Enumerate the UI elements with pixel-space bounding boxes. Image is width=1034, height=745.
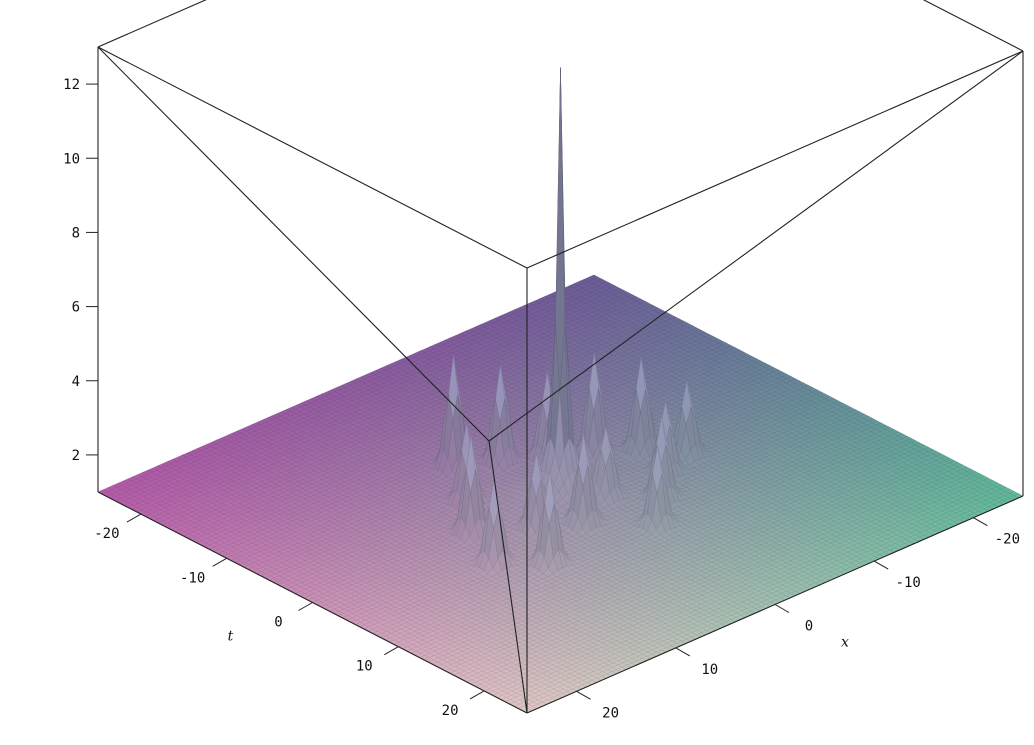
surface-mesh: [97, 67, 1024, 714]
